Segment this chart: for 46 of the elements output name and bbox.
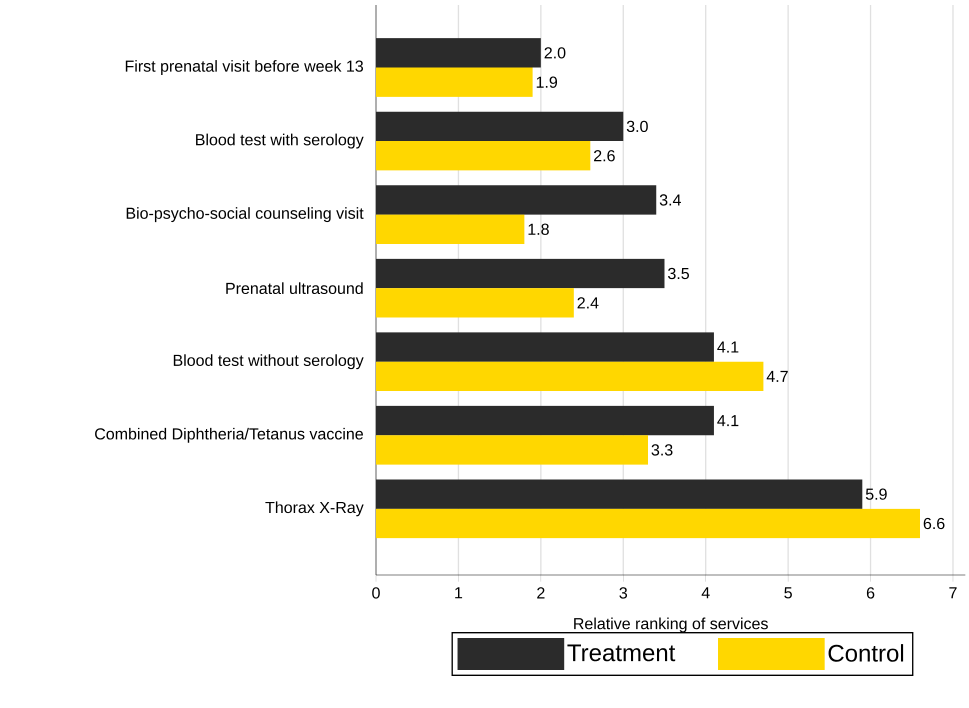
bar [376,185,656,215]
data-label: 2.4 [578,297,599,308]
data-label: 2.0 [544,47,566,59]
x-tick-label: 3 [619,587,628,599]
data-label: 3.0 [626,120,648,132]
y-tick-label: Blood test without serology [174,354,364,370]
bar [376,332,714,362]
data-label: 4.7 [766,370,788,382]
bar [376,258,664,288]
bar [376,435,648,465]
x-tick-label: 6 [866,587,874,599]
data-label: 5.9 [866,488,887,500]
bar [376,288,574,318]
bar [376,406,714,436]
data-label: 3.3 [652,444,672,456]
x-tick-label: 7 [949,587,957,598]
y-tick-label: Bio-psycho-social counseling visit [126,207,364,222]
y-tick-label: Combined Diphtheria/Tetanus vaccine [95,428,363,443]
x-axis-title: Relative ranking of services [574,618,768,632]
bar [376,362,764,392]
x-tick-label: 0 [372,587,380,599]
y-tick-label: First prenatal visit before week 13 [126,60,363,75]
data-label: 2.6 [594,150,615,162]
data-label: 3.4 [660,194,681,206]
bar [376,479,862,509]
bar [376,68,533,97]
bar [376,38,541,68]
data-label: 1.9 [536,76,558,88]
data-label: 4.1 [717,342,738,353]
x-tick-label: 1 [455,587,462,598]
y-tick-label: Thorax X-Ray [265,501,364,516]
y-tick-label: Blood test with serology [196,134,364,149]
bar [376,214,524,244]
bar [376,112,624,142]
data-label: 3.5 [668,268,689,280]
data-label: 6.6 [924,518,944,530]
bar [376,141,590,170]
data-label: 4.1 [717,415,738,426]
bar [376,508,920,538]
data-label: 1.8 [528,224,549,235]
x-tick-label: 2 [537,587,544,598]
y-tick-label: Prenatal ultrasound [226,282,363,294]
legend-label: Control [828,644,904,662]
x-tick-label: 5 [784,587,792,598]
x-tick-label: 4 [702,587,710,598]
legend-label: Treatment [567,644,676,662]
